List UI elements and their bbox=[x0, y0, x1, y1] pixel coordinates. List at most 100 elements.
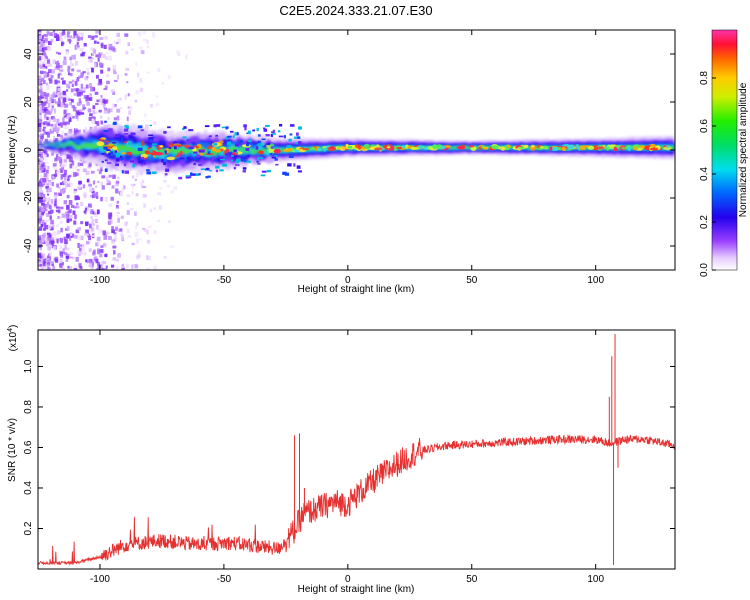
ridge-speck bbox=[124, 133, 129, 135]
noise-speckle bbox=[70, 63, 74, 67]
noise-speckle bbox=[61, 131, 64, 136]
noise-speckle bbox=[82, 191, 87, 197]
spectrogram-x-tick-label: 100 bbox=[587, 275, 604, 286]
noise-speckle bbox=[90, 194, 94, 198]
noise-speckle bbox=[68, 98, 72, 101]
noise-speckle bbox=[56, 34, 59, 39]
noise-speckle bbox=[57, 83, 61, 89]
ridge-speck bbox=[209, 170, 212, 172]
noise-speckle bbox=[99, 253, 103, 258]
noise-speckle bbox=[94, 35, 98, 38]
spectrogram-y-tick-label: 40 bbox=[23, 48, 34, 60]
ridge-speck bbox=[278, 135, 284, 138]
noise-speckle bbox=[96, 41, 100, 44]
noise-speckle bbox=[38, 127, 42, 133]
noise-speckle bbox=[75, 89, 79, 93]
noise-speckle bbox=[82, 52, 85, 57]
noise-speckle bbox=[59, 96, 64, 100]
ridge-speck bbox=[155, 155, 158, 159]
noise-speckle bbox=[71, 204, 75, 208]
ridge-speck bbox=[165, 168, 169, 172]
noise-speckle bbox=[80, 235, 84, 241]
noise-speckle bbox=[68, 81, 72, 86]
ridge-hotspot bbox=[596, 146, 605, 150]
noise-speckle bbox=[61, 213, 65, 218]
noise-speckle bbox=[50, 199, 54, 204]
noise-speckle bbox=[71, 164, 74, 169]
noise-speckle bbox=[100, 69, 104, 74]
noise-speckle bbox=[79, 48, 84, 52]
ridge-speck bbox=[128, 135, 133, 139]
ridge-speck bbox=[207, 151, 211, 155]
ridge-speck bbox=[185, 175, 190, 177]
noise-speckle bbox=[48, 139, 53, 144]
ridge-speck bbox=[247, 155, 250, 157]
noise-speckle bbox=[99, 62, 102, 66]
noise-speckle bbox=[57, 103, 61, 107]
noise-speckle bbox=[116, 98, 119, 103]
noise-speckle bbox=[103, 88, 108, 91]
noise-speckle bbox=[86, 262, 89, 265]
ridge-speck bbox=[225, 152, 230, 156]
noise-speckle bbox=[61, 251, 65, 254]
noise-speckle bbox=[38, 96, 42, 101]
noise-speckle bbox=[41, 194, 46, 198]
noise-speckle bbox=[156, 219, 161, 222]
noise-speckle bbox=[53, 203, 57, 206]
noise-speckle bbox=[158, 205, 162, 210]
noise-speckle bbox=[84, 210, 87, 215]
ridge-band-layer bbox=[38, 140, 674, 159]
noise-speckle bbox=[52, 30, 56, 33]
noise-speckle bbox=[41, 62, 45, 65]
noise-speckle bbox=[79, 162, 84, 166]
noise-speckle bbox=[76, 88, 80, 91]
noise-speckle bbox=[69, 251, 73, 256]
noise-speckle bbox=[99, 263, 103, 268]
noise-speckle bbox=[43, 130, 47, 135]
ridge-speck bbox=[149, 144, 152, 148]
noise-speckle bbox=[38, 134, 41, 138]
noise-speckle bbox=[142, 185, 147, 188]
noise-speckle bbox=[134, 99, 138, 103]
ridge-speck bbox=[247, 130, 251, 134]
noise-speckle bbox=[40, 128, 43, 133]
ridge-speck bbox=[164, 173, 168, 176]
noise-speckle bbox=[49, 32, 53, 37]
ridge-speck bbox=[240, 139, 243, 143]
ridge-hotspot bbox=[96, 141, 105, 147]
noise-speckle bbox=[94, 111, 98, 114]
noise-speckle bbox=[87, 35, 92, 38]
noise-speckle bbox=[54, 192, 58, 197]
noise-speckle bbox=[40, 192, 44, 195]
noise-speckle bbox=[107, 108, 111, 114]
noise-speckle bbox=[47, 213, 51, 217]
noise-speckle bbox=[111, 49, 114, 52]
noise-speckle bbox=[43, 258, 47, 263]
noise-speckle bbox=[91, 234, 95, 237]
noise-speckle bbox=[44, 40, 48, 43]
ridge-speck bbox=[298, 141, 302, 144]
noise-speckle bbox=[145, 124, 149, 129]
noise-speckle bbox=[76, 91, 81, 97]
noise-speckle bbox=[131, 242, 135, 246]
noise-speckle bbox=[60, 122, 63, 126]
ridge-speck bbox=[242, 167, 247, 170]
noise-speckle bbox=[121, 234, 124, 240]
noise-speckle bbox=[100, 196, 103, 202]
ridge-speck bbox=[101, 160, 104, 163]
noise-speckle bbox=[58, 192, 62, 196]
ridge-speck bbox=[148, 137, 154, 141]
noise-speckle bbox=[79, 92, 83, 96]
noise-speckle bbox=[57, 91, 61, 97]
noise-speckle bbox=[150, 104, 153, 108]
noise-speckle bbox=[43, 126, 46, 129]
snr-y-tick-label: 1.0 bbox=[23, 359, 34, 373]
noise-speckle bbox=[91, 120, 95, 123]
noise-speckle bbox=[43, 172, 48, 178]
noise-speckle bbox=[88, 56, 92, 59]
noise-speckle bbox=[52, 265, 55, 270]
noise-speckle bbox=[126, 228, 130, 234]
noise-speckle bbox=[42, 122, 46, 125]
ridge-speck bbox=[188, 129, 194, 132]
noise-speckle bbox=[38, 109, 42, 114]
